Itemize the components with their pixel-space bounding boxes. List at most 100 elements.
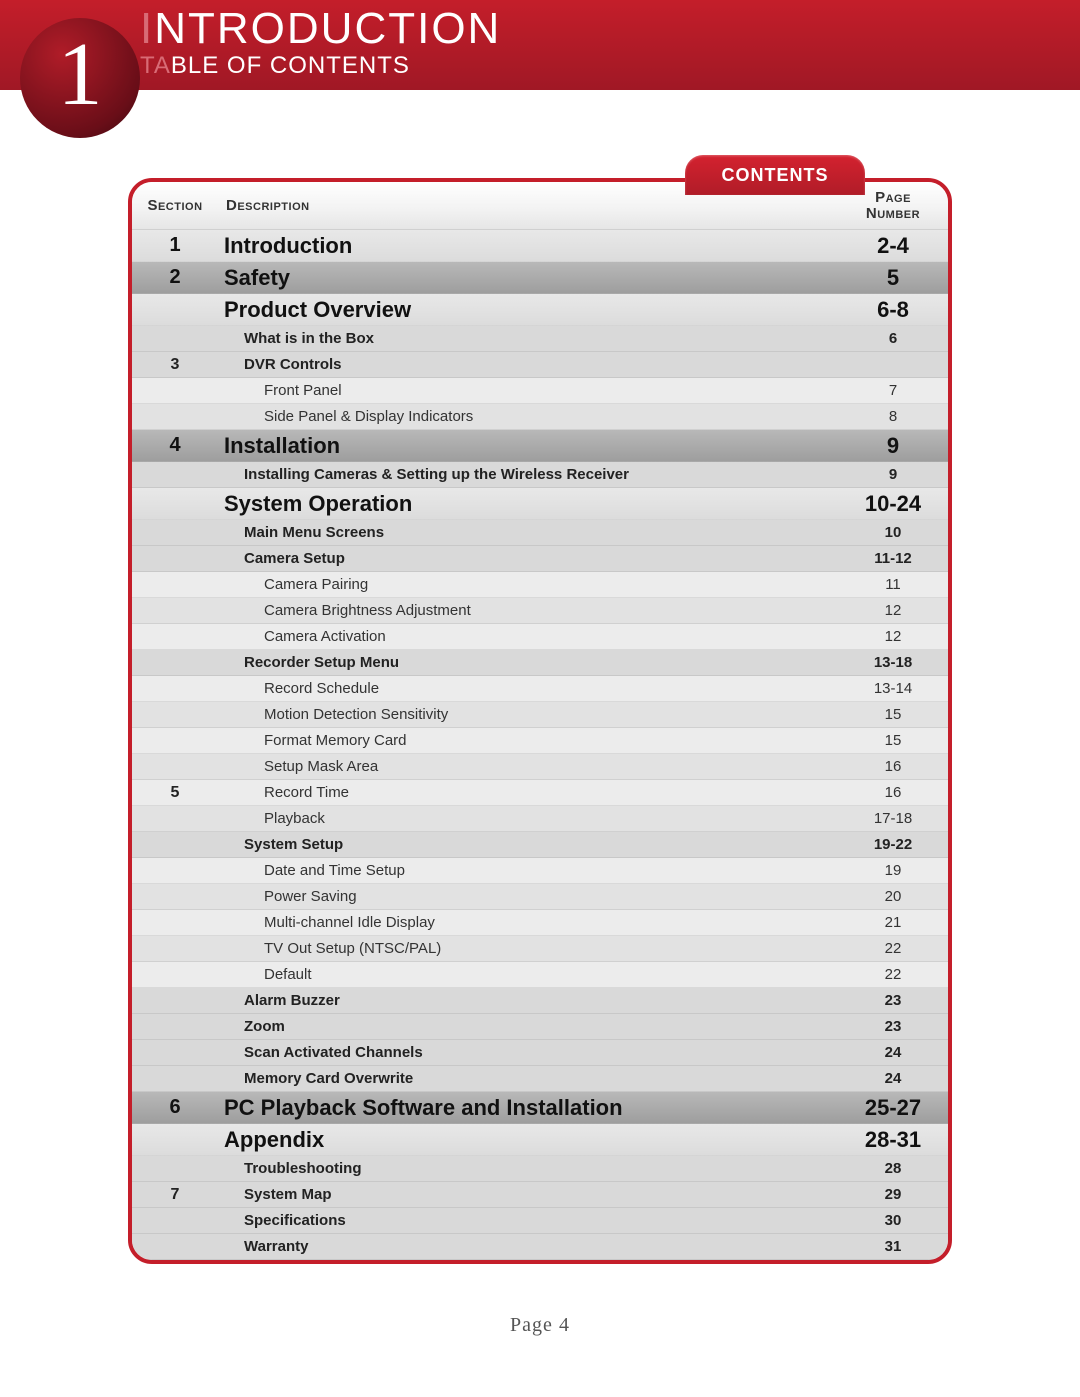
subtitle-main: BLE OF CONTENTS — [171, 52, 410, 79]
toc-page: 30 — [838, 1212, 948, 1229]
col-section-label: Section — [147, 197, 202, 214]
toc-description: Record Time — [218, 784, 838, 801]
toc-row: Date and Time Setup19 — [132, 858, 948, 884]
toc-page: 24 — [838, 1044, 948, 1061]
toc-page: 15 — [838, 732, 948, 749]
toc-row: 3DVR Controls — [132, 352, 948, 378]
toc-page: 16 — [838, 758, 948, 775]
toc-description: Product Overview — [218, 297, 838, 323]
toc-row: Default22 — [132, 962, 948, 988]
toc-description: Appendix — [218, 1127, 838, 1153]
contents-tab: CONTENTS — [685, 155, 865, 195]
toc-body: 1Introduction2-42Safety5Product Overview… — [132, 230, 948, 1260]
toc-description: Recorder Setup Menu — [218, 654, 838, 671]
toc-description: Warranty — [218, 1238, 838, 1255]
toc-description: PC Playback Software and Installation — [218, 1095, 838, 1121]
toc-row: Camera Activation12 — [132, 624, 948, 650]
toc-page: 9 — [838, 466, 948, 483]
toc-page: 25-27 — [838, 1095, 948, 1121]
toc-section-num: 7 — [132, 1186, 218, 1204]
toc-row: Record Schedule13-14 — [132, 676, 948, 702]
toc-description: Installing Cameras & Setting up the Wire… — [218, 466, 838, 483]
col-description: Description — [218, 197, 838, 215]
toc-section-num: 6 — [132, 1096, 218, 1119]
toc-page: 8 — [838, 408, 948, 425]
toc-page: 12 — [838, 602, 948, 619]
col-description-label: Description — [226, 197, 310, 214]
toc-row: Setup Mask Area16 — [132, 754, 948, 780]
toc-section-num: 4 — [132, 434, 218, 457]
toc-page: 2-4 — [838, 233, 948, 259]
toc-page: 11-12 — [838, 550, 948, 567]
toc-page: 22 — [838, 940, 948, 957]
footer-label: Page — [510, 1314, 553, 1336]
toc-row: Product Overview6-8 — [132, 294, 948, 326]
toc-description: Memory Card Overwrite — [218, 1070, 838, 1087]
chapter-number: 1 — [58, 30, 103, 120]
toc-description: Power Saving — [218, 888, 838, 905]
toc-row: Appendix28-31 — [132, 1124, 948, 1156]
toc-description: System Operation — [218, 491, 838, 517]
toc-page: 7 — [838, 382, 948, 399]
toc-row: Zoom23 — [132, 1014, 948, 1040]
toc-page: 10 — [838, 524, 948, 541]
toc-page: 19-22 — [838, 836, 948, 853]
toc-description: Troubleshooting — [218, 1160, 838, 1177]
toc-description: Format Memory Card — [218, 732, 838, 749]
toc-description: What is in the Box — [218, 330, 838, 347]
toc-page: 23 — [838, 992, 948, 1009]
toc-description: TV Out Setup (NTSC/PAL) — [218, 940, 838, 957]
toc-page: 13-14 — [838, 680, 948, 697]
toc-row: Memory Card Overwrite24 — [132, 1066, 948, 1092]
toc-description: Scan Activated Channels — [218, 1044, 838, 1061]
toc-description: Side Panel & Display Indicators — [218, 408, 838, 425]
toc-row: Alarm Buzzer23 — [132, 988, 948, 1014]
toc-page: 11 — [838, 576, 948, 593]
toc-page: 28 — [838, 1160, 948, 1177]
toc-row: Power Saving20 — [132, 884, 948, 910]
toc-description: Camera Pairing — [218, 576, 838, 593]
chapter-number-badge: 1 — [20, 18, 140, 138]
toc-row: Playback17-18 — [132, 806, 948, 832]
toc-description: Multi-channel Idle Display — [218, 914, 838, 931]
toc-description: Camera Activation — [218, 628, 838, 645]
toc-description: Installation — [218, 433, 838, 459]
chapter-title: INTRODUCTION — [140, 4, 501, 54]
toc-description: Safety — [218, 265, 838, 291]
page-footer: Page 4 — [0, 1314, 1080, 1337]
toc-page: 6-8 — [838, 297, 948, 323]
toc-row: System Setup19-22 — [132, 832, 948, 858]
toc-section-num: 3 — [132, 356, 218, 374]
toc-row: What is in the Box6 — [132, 326, 948, 352]
toc-row: 5Record Time16 — [132, 780, 948, 806]
toc-description: Motion Detection Sensitivity — [218, 706, 838, 723]
toc-row: TV Out Setup (NTSC/PAL)22 — [132, 936, 948, 962]
toc-row: Warranty31 — [132, 1234, 948, 1260]
toc-row: Scan Activated Channels24 — [132, 1040, 948, 1066]
toc-page: 17-18 — [838, 810, 948, 827]
toc-row: System Operation10-24 — [132, 488, 948, 520]
toc-description: System Setup — [218, 836, 838, 853]
toc-description: Zoom — [218, 1018, 838, 1035]
toc-row: Side Panel & Display Indicators8 — [132, 404, 948, 430]
toc-row: Recorder Setup Menu13-18 — [132, 650, 948, 676]
subtitle-prefix: TA — [140, 52, 171, 79]
toc-description: DVR Controls — [218, 356, 838, 373]
footer-page-number: 4 — [559, 1314, 570, 1336]
toc-row: 7System Map29 — [132, 1182, 948, 1208]
toc-page: 15 — [838, 706, 948, 723]
toc-page: 5 — [838, 265, 948, 291]
toc-page: 19 — [838, 862, 948, 879]
toc-page: 6 — [838, 330, 948, 347]
toc-page: 10-24 — [838, 491, 948, 517]
toc-description: Record Schedule — [218, 680, 838, 697]
toc-row: 1Introduction2-4 — [132, 230, 948, 262]
toc-description: Front Panel — [218, 382, 838, 399]
title-prefix: I — [140, 4, 154, 53]
toc-row: Main Menu Screens10 — [132, 520, 948, 546]
toc-description: Camera Brightness Adjustment — [218, 602, 838, 619]
toc-container: Section Description Page Number 1Introdu… — [128, 178, 952, 1264]
toc-row: Multi-channel Idle Display21 — [132, 910, 948, 936]
contents-tab-label: CONTENTS — [722, 165, 829, 186]
toc-row: Camera Setup11-12 — [132, 546, 948, 572]
